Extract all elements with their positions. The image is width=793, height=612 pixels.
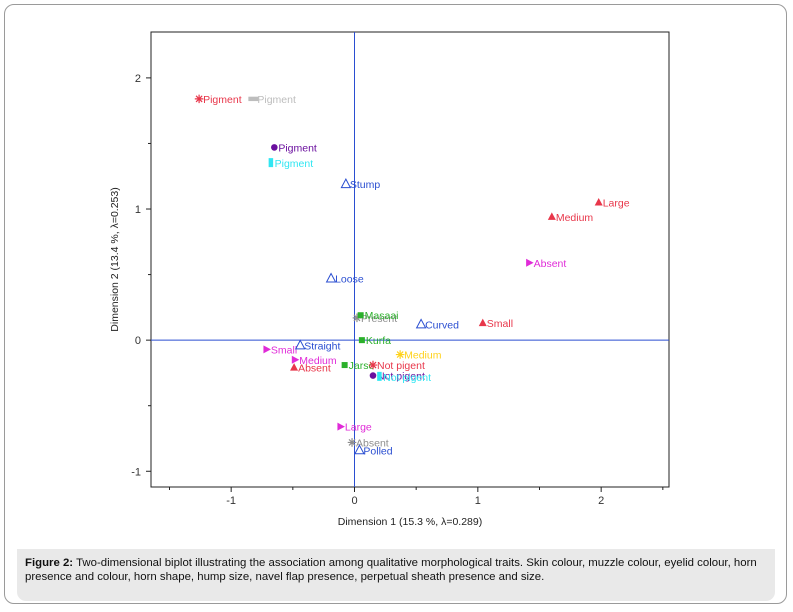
y-tick-label: 0 xyxy=(135,335,141,347)
point-label: Absent xyxy=(356,437,389,449)
arrow-marker xyxy=(337,422,345,431)
arrow-marker xyxy=(291,355,300,364)
star-marker xyxy=(194,94,204,104)
open-triangle-marker xyxy=(340,178,352,189)
y-axis-label: Dimension 2 (13.4 %, λ=0.253) xyxy=(109,187,121,331)
figure-caption: Figure 2: Two-dimensional biplot illustr… xyxy=(17,549,775,601)
point-label: Straight xyxy=(304,340,340,352)
star-marker xyxy=(395,350,405,359)
x-tick-label: 0 xyxy=(351,495,357,507)
star-marker xyxy=(352,313,362,323)
point-label: Pigment xyxy=(278,142,317,154)
plot-frame xyxy=(150,31,670,488)
x-tick-label: 1 xyxy=(475,495,481,507)
open-triangle-marker xyxy=(415,318,427,329)
x-axis-label: Dimension 1 (15.3 %, λ=0.289) xyxy=(338,516,482,528)
y-tick-label: -1 xyxy=(131,466,141,478)
y-tick-label: 1 xyxy=(135,204,141,216)
point-label: Absent xyxy=(534,258,567,270)
y-tick-label: 2 xyxy=(135,73,141,85)
chart-panel: -1 0 1 2 -1 0 1 2 Dimension 1 (15.3 %, λ=0.289) D… xyxy=(104,22,684,540)
x-tick-label: -1 xyxy=(226,495,236,507)
caption-label: Figure 2: xyxy=(25,557,74,569)
open-triangle-marker xyxy=(354,444,365,455)
point-label: Not pigent xyxy=(377,371,425,383)
caption-text: Two-dimensional biplot illustrating the … xyxy=(25,557,757,583)
point-label: Large xyxy=(345,422,372,434)
point-label: Curved xyxy=(425,319,459,331)
x-tick-label: 2 xyxy=(598,495,604,507)
bar-marker xyxy=(248,96,259,102)
point-label: Kurfa xyxy=(366,335,391,347)
open-triangle-marker xyxy=(294,339,306,350)
point-label: Polled xyxy=(363,445,392,457)
star-marker xyxy=(347,438,357,447)
biplot-chart: -1 0 1 2 -1 0 1 2 Dimension 1 (15.3 %, λ=0.289) D… xyxy=(109,31,670,528)
triangle-marker xyxy=(290,363,299,371)
point-label: Medium xyxy=(404,350,442,362)
point-label: Loose xyxy=(335,274,364,286)
point-label: Small xyxy=(487,318,513,330)
point-label: Large xyxy=(603,197,630,209)
square-marker xyxy=(357,312,364,319)
point-label: Stump xyxy=(350,179,381,191)
point-label: Not pigent xyxy=(383,372,431,384)
triangle-marker xyxy=(547,212,556,220)
point-label: Jarso xyxy=(349,360,375,372)
circle-marker xyxy=(369,372,377,379)
bar-marker xyxy=(377,371,382,381)
point-label: Masaai xyxy=(365,310,399,322)
point-label: Not pigent xyxy=(377,360,425,372)
star-marker xyxy=(368,360,378,370)
point-label: Absent xyxy=(298,363,331,375)
square-marker xyxy=(341,362,348,369)
arrow-marker xyxy=(526,258,534,267)
bar-marker xyxy=(268,158,274,168)
open-triangle-marker xyxy=(325,272,337,283)
circle-marker xyxy=(271,144,278,151)
square-marker xyxy=(358,337,365,344)
point-label: Small xyxy=(271,344,297,356)
point-label: Medium xyxy=(299,355,337,367)
triangle-marker xyxy=(478,318,487,327)
point-label: Present xyxy=(361,313,397,325)
point-label: Medium xyxy=(556,212,594,224)
point-label: Pigment xyxy=(275,158,314,170)
triangle-marker xyxy=(594,197,603,206)
point-label: Pigment xyxy=(203,94,242,106)
arrow-marker xyxy=(263,345,271,354)
point-label: Pigment xyxy=(257,94,296,106)
